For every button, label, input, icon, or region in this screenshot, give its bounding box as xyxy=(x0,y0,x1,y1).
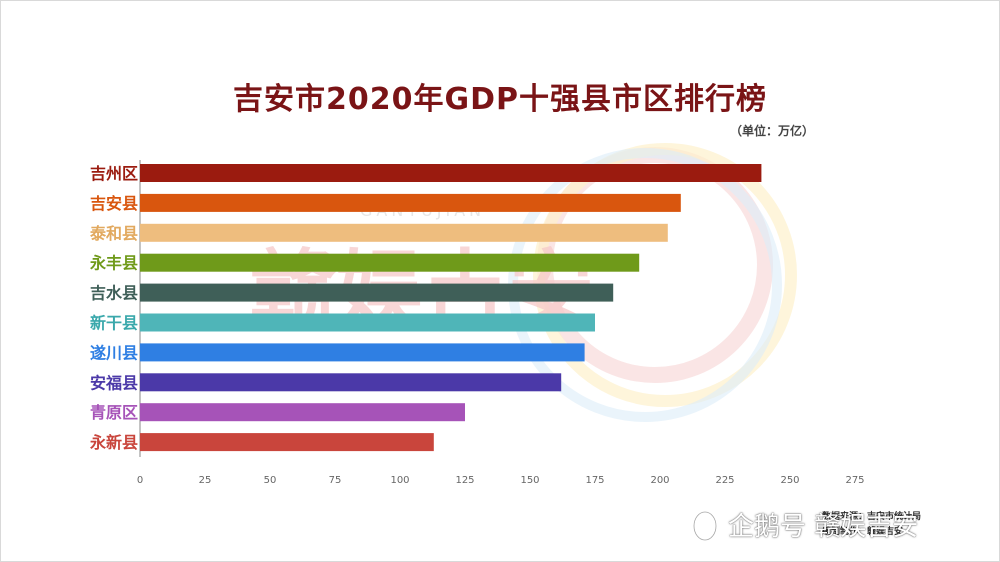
x-tick-label-150: 150 xyxy=(520,475,539,486)
bar-6 xyxy=(140,313,595,332)
bar-1 xyxy=(140,164,762,182)
bar-4 xyxy=(140,253,640,272)
category-label-9: 青原区 xyxy=(90,403,138,422)
brand-watermark: 企鹅号 赣娱吉安 xyxy=(690,506,918,543)
unit-label: （单位：万亿） xyxy=(730,124,815,138)
x-tick-label-200: 200 xyxy=(650,475,669,486)
x-tick-label-100: 100 xyxy=(390,475,409,486)
x-tick-label-250: 250 xyxy=(780,475,799,486)
x-tick-label-0: 0 xyxy=(137,475,143,486)
bar-8 xyxy=(140,373,562,392)
x-tick-label-75: 75 xyxy=(329,475,342,486)
chart-title: 吉安市2020年GDP十强县市区排行榜 xyxy=(232,82,767,117)
x-tick-label-50: 50 xyxy=(264,475,277,486)
brand-label: 企鹅号 赣娱吉安 xyxy=(728,512,919,542)
penguin-icon xyxy=(692,510,718,541)
category-label-10: 永新县 xyxy=(89,433,138,452)
bar-10 xyxy=(140,433,434,452)
category-label-7: 遂川县 xyxy=(90,343,138,362)
x-tick-label-25: 25 xyxy=(199,475,212,486)
category-label-3: 泰和县 xyxy=(89,224,138,243)
bar-9 xyxy=(140,403,465,422)
x-tick-label-225: 225 xyxy=(715,475,734,486)
category-label-4: 永丰县 xyxy=(89,254,138,273)
category-label-6: 新干县 xyxy=(90,314,138,333)
bar-3 xyxy=(140,223,668,242)
category-label-2: 吉安县 xyxy=(90,194,138,213)
source-note: 数据来源：吉安市统计局 编制制作：赣娱吉安 xyxy=(822,510,921,540)
x-tick-label-125: 125 xyxy=(455,475,474,486)
bar-5 xyxy=(140,283,614,302)
source-line-2: 编制制作：赣娱吉安 xyxy=(822,527,904,537)
bar-7 xyxy=(140,343,585,362)
source-line-1: 数据来源：吉安市统计局 xyxy=(822,512,922,522)
x-tick-label-275: 275 xyxy=(845,475,864,486)
category-label-5: 吉水县 xyxy=(90,284,138,303)
category-label-1: 吉州区 xyxy=(90,164,138,183)
bar-2 xyxy=(140,193,681,212)
category-label-8: 安福县 xyxy=(90,373,138,392)
x-tick-label-175: 175 xyxy=(585,475,604,486)
